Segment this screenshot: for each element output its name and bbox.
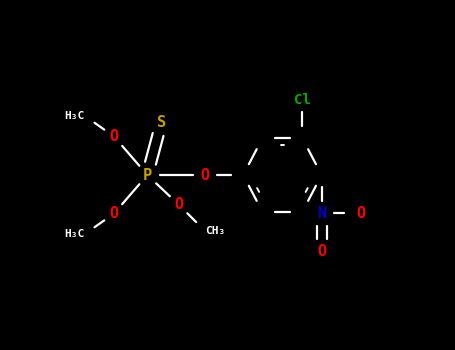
Text: O: O bbox=[200, 168, 209, 182]
Text: S: S bbox=[157, 115, 166, 130]
Text: H₃C: H₃C bbox=[64, 229, 85, 239]
Text: P: P bbox=[143, 168, 152, 182]
Text: H₃C: H₃C bbox=[64, 111, 85, 121]
Text: O: O bbox=[110, 129, 119, 144]
Text: O: O bbox=[317, 244, 326, 259]
Text: Cl: Cl bbox=[294, 93, 311, 107]
Text: O: O bbox=[174, 197, 183, 212]
Text: O: O bbox=[356, 206, 366, 221]
Text: CH₃: CH₃ bbox=[205, 226, 225, 236]
Text: N: N bbox=[317, 206, 326, 221]
Text: O: O bbox=[110, 206, 119, 221]
